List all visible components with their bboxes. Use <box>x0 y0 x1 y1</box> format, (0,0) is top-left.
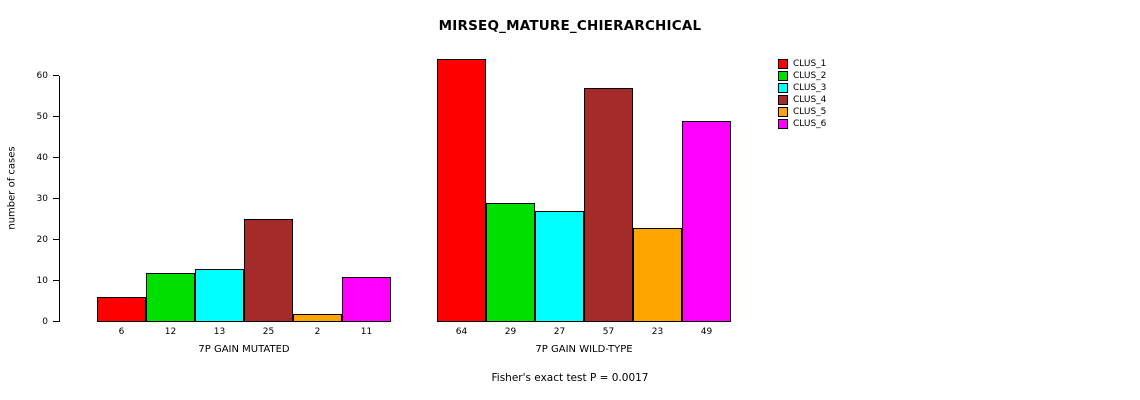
y-tick-mark <box>53 115 59 117</box>
bar-value-label: 25 <box>262 327 275 337</box>
bar-value-label: 27 <box>553 327 566 337</box>
bar-value-label: 57 <box>602 327 615 337</box>
bar <box>342 277 391 322</box>
bar-value-row: 64 29 27 57 23 49 <box>437 327 731 337</box>
chart-title: MIRSEQ_MATURE_CHIERARCHICAL <box>438 18 702 34</box>
bar <box>486 203 535 322</box>
bar <box>437 59 486 322</box>
y-tick-label: 10 <box>36 275 48 286</box>
legend-swatch <box>778 95 788 105</box>
legend-label: CLUS_4 <box>793 95 827 105</box>
bar-value-label: 49 <box>700 327 713 337</box>
y-tick-label: 0 <box>42 317 48 327</box>
bar-value-label: 2 <box>314 327 321 337</box>
bar-value-label: 12 <box>164 327 177 337</box>
legend-swatch <box>778 71 788 81</box>
annotation-text: Fisher's exact test P = 0.0017 <box>491 372 649 384</box>
legend-label: CLUS_5 <box>793 107 827 117</box>
bar <box>244 219 293 322</box>
bar <box>535 211 584 322</box>
legend-item: CLUS_3 <box>778 82 826 94</box>
y-tick-mark <box>53 156 59 158</box>
y-tick-mark <box>53 197 59 199</box>
bar <box>633 228 682 322</box>
legend-swatch <box>778 107 788 117</box>
legend-item: CLUS_5 <box>778 106 826 118</box>
y-axis-line <box>59 75 60 322</box>
y-tick-label: 60 <box>36 70 48 81</box>
legend-swatch <box>778 59 788 69</box>
bar-value-label: 13 <box>213 327 226 337</box>
bar-value-label: 64 <box>455 327 468 337</box>
bar-value-label: 29 <box>504 327 517 337</box>
legend-label: CLUS_1 <box>793 59 827 69</box>
y-tick-label: 50 <box>36 111 48 122</box>
bar <box>146 273 195 322</box>
y-tick-mark <box>53 74 59 76</box>
y-tick-label: 30 <box>36 193 48 204</box>
bar-group: 64 29 27 57 23 49 7P GAIN WILD-TYPE <box>437 59 731 355</box>
bar-value-row: 6 12 13 25 2 11 <box>97 327 391 337</box>
y-tick-mark <box>53 279 59 281</box>
legend-swatch <box>778 119 788 129</box>
legend-swatch <box>778 83 788 93</box>
bar <box>584 88 633 322</box>
bar <box>293 314 342 322</box>
legend-label: CLUS_6 <box>793 119 827 129</box>
plot-area: 0 10 20 30 40 50 60 6 12 13 25 2 11 7P GAIN MUTATED 64… <box>37 55 740 355</box>
bar-value-label: 11 <box>360 327 373 337</box>
bar-value-label: 23 <box>651 327 664 337</box>
legend-item: CLUS_2 <box>778 70 826 82</box>
legend-label: CLUS_2 <box>793 71 827 81</box>
category-label: 7P GAIN WILD-TYPE <box>535 344 633 355</box>
category-label: 7P GAIN MUTATED <box>198 344 290 355</box>
legend-item: CLUS_4 <box>778 94 826 106</box>
bar-value-label: 6 <box>118 327 125 337</box>
bar <box>97 297 146 322</box>
legend-label: CLUS_3 <box>793 83 827 93</box>
y-tick-label: 20 <box>36 234 48 245</box>
legend: CLUS_1 CLUS_2 CLUS_3 CLUS_4 CLUS_5 CLUS_6 <box>778 58 826 130</box>
bar <box>195 269 244 322</box>
y-tick-label: 40 <box>36 152 48 163</box>
y-tick-mark <box>53 321 59 322</box>
legend-item: CLUS_1 <box>778 58 826 70</box>
bar-group: 6 12 13 25 2 11 7P GAIN MUTATED <box>97 219 391 355</box>
bar <box>682 121 731 322</box>
y-tick-mark <box>53 238 59 240</box>
legend-item: CLUS_6 <box>778 118 826 130</box>
